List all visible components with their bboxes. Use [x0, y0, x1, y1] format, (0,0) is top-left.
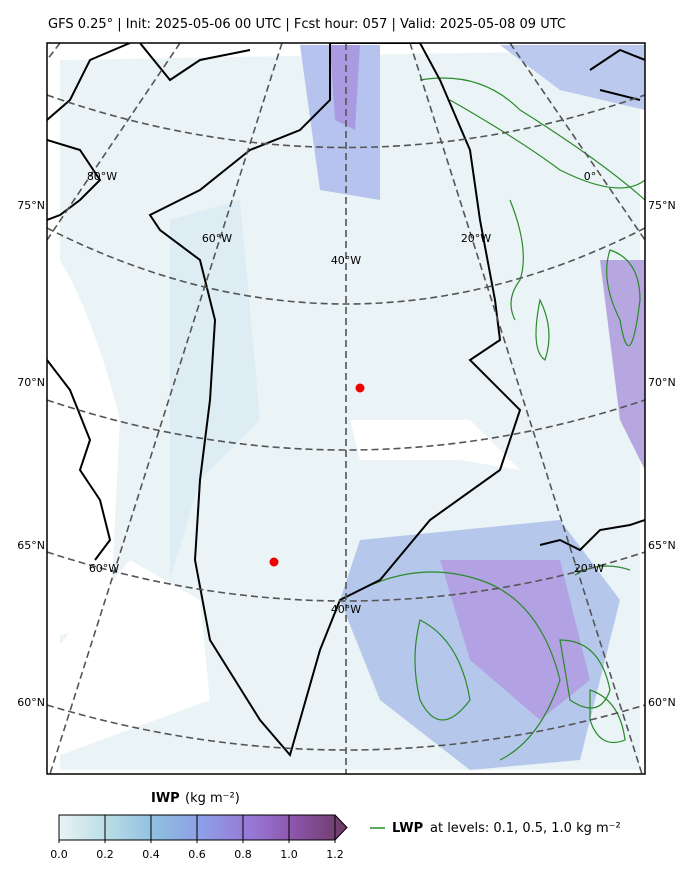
- colorbar-unit: (kg m⁻²): [185, 791, 240, 806]
- lat-label: 70°N: [648, 376, 676, 389]
- lat-label: 65°N: [17, 539, 45, 552]
- coastline: [47, 43, 645, 758]
- lon-label: 20°W: [574, 562, 604, 575]
- legend-text: at levels: 0.1, 0.5, 1.0 kg m⁻²: [430, 821, 621, 836]
- lat-label: 65°N: [648, 539, 676, 552]
- title: GFS 0.25° | Init: 2025-05-06 00 UTC | Fc…: [48, 17, 566, 32]
- lon-label: 40°W: [331, 254, 361, 267]
- lat-label: 60°N: [17, 696, 45, 709]
- colorbar-tick-label: 0.6: [188, 848, 206, 861]
- colorbar: [58, 814, 348, 841]
- marker: [269, 557, 279, 567]
- lwp-contours: [359, 77, 645, 761]
- lat-label: 75°N: [17, 199, 45, 212]
- colorbar-tick-label: 0.0: [50, 848, 68, 861]
- lon-label: 60°W: [202, 232, 232, 245]
- map: [47, 43, 645, 774]
- colorbar-tick-label: 1.2: [326, 848, 344, 861]
- colorbar-tick-label: 0.4: [142, 848, 160, 861]
- lat-label: 70°N: [17, 376, 45, 389]
- lat-label: 60°N: [648, 696, 676, 709]
- legend-name: LWP: [392, 821, 423, 836]
- lon-label: 80°W: [87, 170, 117, 183]
- graticule-labels: 75°N 70°N 65°N 60°N 75°N 70°N 65°N 60°N 80°W 60°W…: [17, 170, 675, 709]
- map-frame: [46, 42, 646, 775]
- colorbar-label: IWP: [151, 791, 180, 806]
- colorbar-tick-label: 0.8: [234, 848, 252, 861]
- lon-label: 0°: [584, 170, 597, 183]
- colorbar-tick-label: 0.2: [96, 848, 114, 861]
- colorbar-tick-label: 1.0: [280, 848, 298, 861]
- lon-label: 40°W: [331, 603, 361, 616]
- marker: [355, 383, 365, 393]
- colorbar-ticks: 0.0 0.2 0.4 0.6 0.8 1.0 1.2: [50, 815, 344, 861]
- lon-label: 20°W: [461, 232, 491, 245]
- lat-label: 75°N: [648, 199, 676, 212]
- lon-label: 60°W: [89, 562, 119, 575]
- iwp-field: [47, 45, 645, 770]
